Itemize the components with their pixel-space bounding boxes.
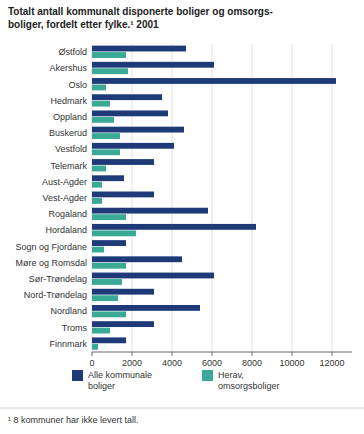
separator xyxy=(0,408,364,409)
category-label: Oppland xyxy=(53,112,87,122)
bar xyxy=(92,182,102,188)
bar xyxy=(92,328,110,334)
category-label: Buskerud xyxy=(49,128,87,138)
category-label: Vest-Agder xyxy=(42,193,87,203)
category-label: Hedmark xyxy=(50,96,87,106)
bar xyxy=(92,337,126,343)
category-label: Telemark xyxy=(50,161,87,171)
bar xyxy=(92,198,102,204)
text-line: Alle kommunale xyxy=(88,370,152,380)
text-line: boliger xyxy=(88,381,115,391)
tick-mark xyxy=(252,352,253,356)
bar xyxy=(92,175,124,181)
bar xyxy=(92,247,104,253)
tick-mark xyxy=(212,352,213,356)
legend-swatch xyxy=(202,370,213,381)
bar xyxy=(92,192,154,198)
bar xyxy=(92,279,122,285)
bar xyxy=(92,110,168,116)
category-label: Oslo xyxy=(68,80,87,90)
tick-label: 10000 xyxy=(279,358,304,368)
tick-mark xyxy=(92,352,93,356)
category-label: Troms xyxy=(62,323,88,333)
bar xyxy=(92,224,256,230)
bar xyxy=(92,305,200,311)
category-label: Rogaland xyxy=(48,209,87,219)
bar xyxy=(92,94,162,100)
text-line: Totalt antall kommunalt disponerte bolig… xyxy=(8,6,273,17)
title: Totalt antall kommunalt disponerte bolig… xyxy=(8,6,273,30)
bar xyxy=(92,133,120,139)
chart: Totalt antall kommunalt disponerte bolig… xyxy=(0,0,364,434)
grid-line xyxy=(332,44,333,352)
bar xyxy=(92,256,182,262)
tick-mark xyxy=(292,352,293,356)
tick-label: 8000 xyxy=(242,358,262,368)
text-line: boliger, fordelt etter fylke.¹ 2001 xyxy=(8,19,159,30)
bar xyxy=(92,273,214,279)
legend-entry: Herav,omsorgsboliger xyxy=(218,370,280,391)
tick-label: 12000 xyxy=(319,358,344,368)
bar xyxy=(92,208,208,214)
bar xyxy=(92,230,136,236)
bar xyxy=(92,289,154,295)
bar xyxy=(92,321,154,327)
category-label: Vestfold xyxy=(55,144,87,154)
tick-mark xyxy=(172,352,173,356)
grid-line xyxy=(292,44,293,352)
text-line: omsorgsboliger xyxy=(218,381,280,391)
tick-mark xyxy=(132,352,133,356)
bar xyxy=(92,52,126,58)
bar xyxy=(92,143,174,149)
tick-label: 0 xyxy=(89,358,94,368)
category-label: Akershus xyxy=(49,63,87,73)
tick-mark xyxy=(332,352,333,356)
grid-line xyxy=(212,44,213,352)
bar xyxy=(92,166,106,172)
bar xyxy=(92,295,118,301)
bar xyxy=(92,149,120,155)
x-axis xyxy=(92,352,352,353)
bars xyxy=(92,46,336,350)
category-label: Sogn og Fjordane xyxy=(15,242,87,252)
category-label: Sør-Trøndelag xyxy=(29,274,87,284)
category-label: Nord-Trøndelag xyxy=(24,290,87,300)
bar xyxy=(92,46,186,52)
bar xyxy=(92,101,110,107)
bar xyxy=(92,214,126,220)
tick-label: 4000 xyxy=(162,358,182,368)
grid-line xyxy=(252,44,253,352)
category-label: Finnmark xyxy=(49,339,87,349)
bar xyxy=(92,68,128,74)
category-label: Møre og Romsdal xyxy=(15,258,87,268)
bar xyxy=(92,263,126,269)
bar xyxy=(92,344,98,350)
tick-label: 6000 xyxy=(202,358,222,368)
category-label: Aust-Agder xyxy=(42,177,87,187)
bar xyxy=(92,85,106,91)
bar xyxy=(92,311,126,317)
bar xyxy=(92,62,214,68)
bar xyxy=(92,78,336,84)
legend-entry: Alle kommunaleboliger xyxy=(88,370,152,391)
bar xyxy=(92,159,154,165)
footnote: ¹ 8 kommuner har ikke levert tall. xyxy=(8,415,139,425)
legend-swatch xyxy=(72,370,83,381)
tick-label: 2000 xyxy=(122,358,142,368)
bar xyxy=(92,240,126,246)
category-label: Nordland xyxy=(50,306,87,316)
text-line: Herav, xyxy=(218,370,244,380)
bar xyxy=(92,117,114,123)
category-label: Østfold xyxy=(58,47,87,57)
bar xyxy=(92,127,184,133)
category-label: Hordaland xyxy=(45,225,87,235)
